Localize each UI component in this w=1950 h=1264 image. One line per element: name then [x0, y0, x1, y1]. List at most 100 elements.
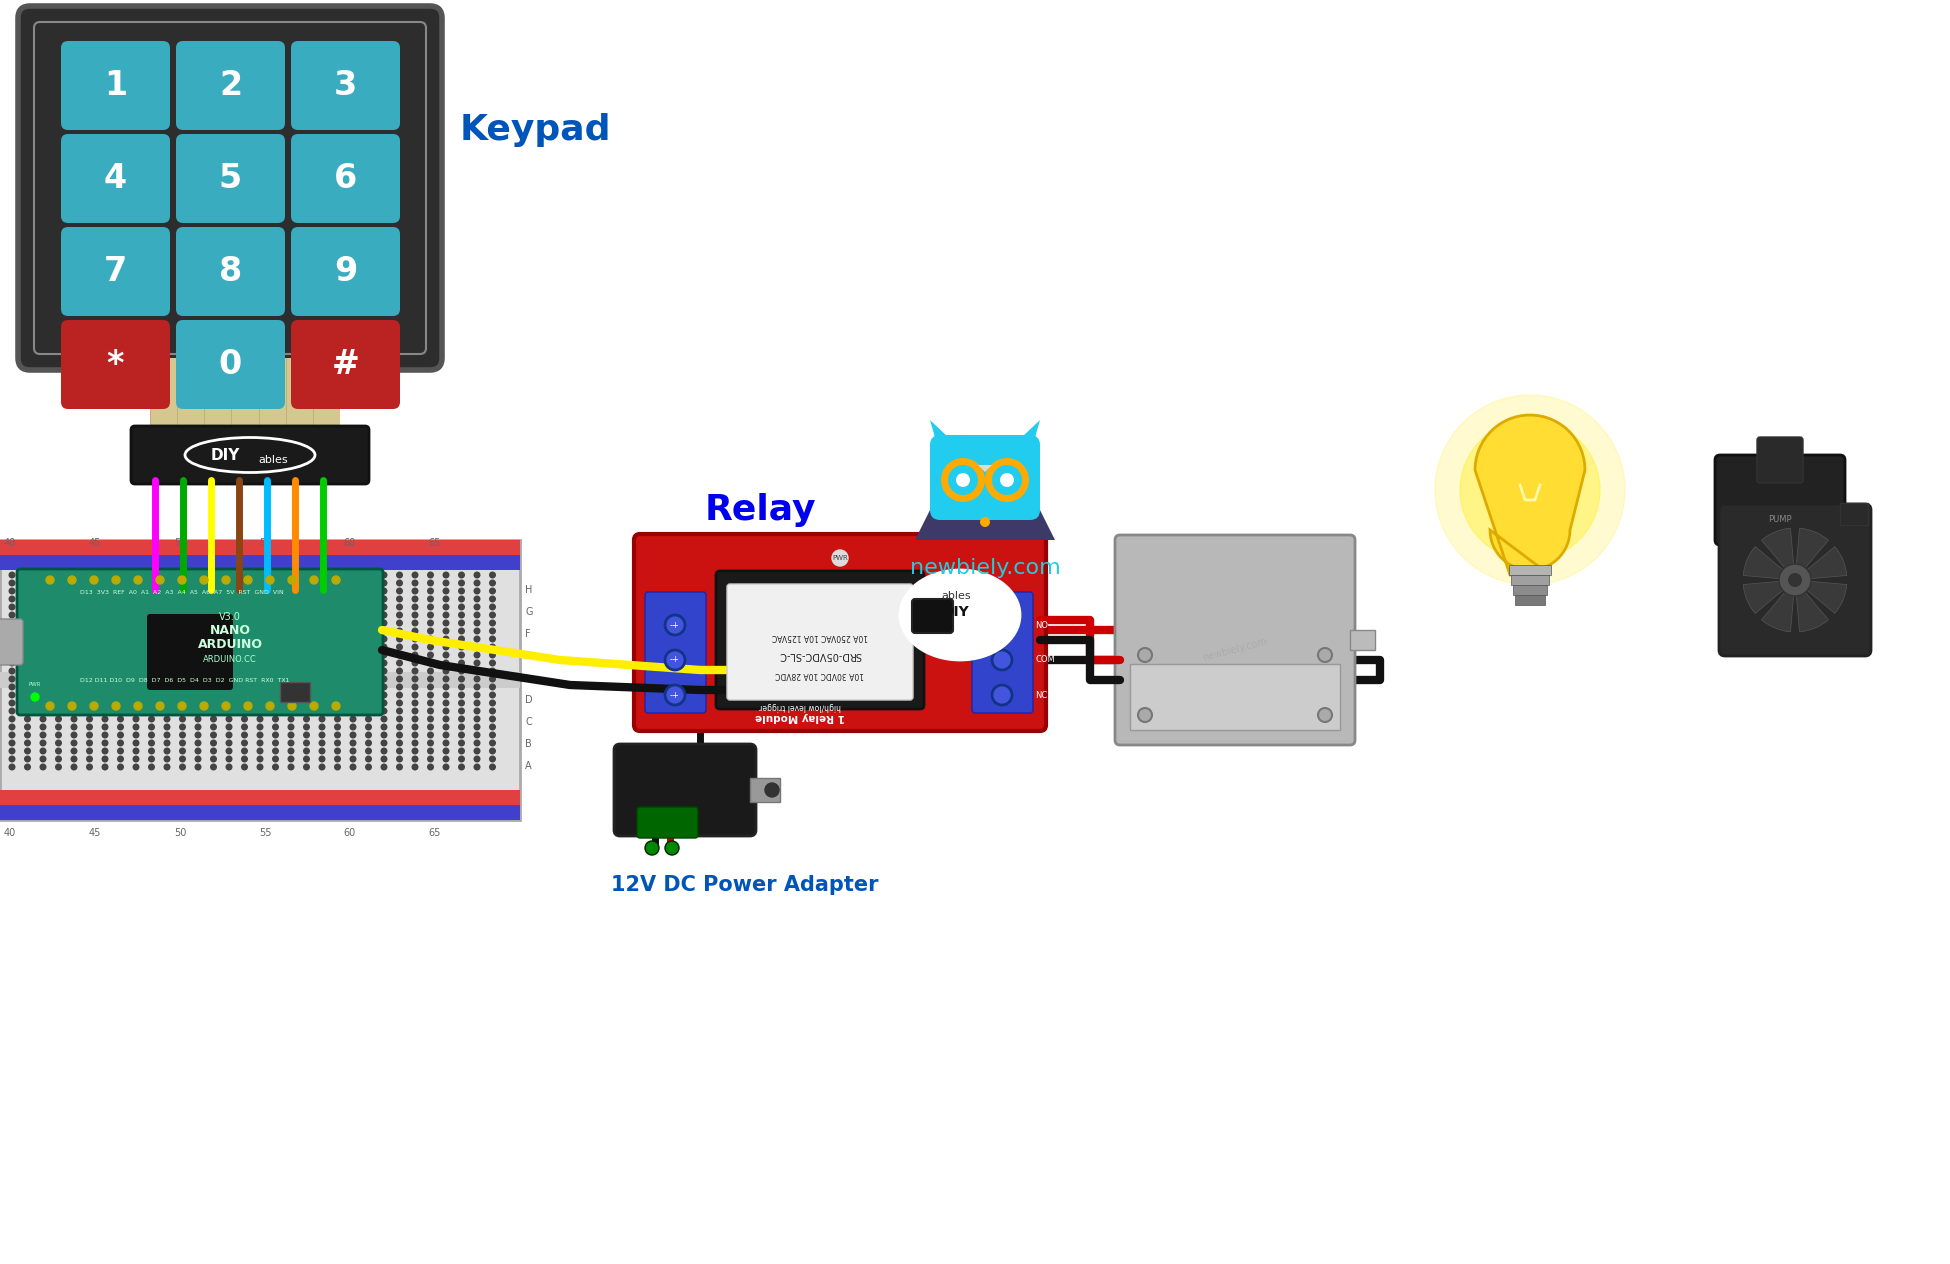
Circle shape	[304, 724, 310, 729]
Circle shape	[289, 660, 294, 666]
Circle shape	[458, 700, 464, 705]
Text: ables: ables	[257, 455, 289, 465]
Bar	[1511, 575, 1548, 585]
Circle shape	[211, 604, 216, 609]
Circle shape	[226, 700, 232, 705]
Circle shape	[101, 597, 107, 602]
Bar	[0, 672, 521, 688]
Circle shape	[489, 580, 495, 585]
Circle shape	[304, 604, 310, 609]
Circle shape	[396, 765, 402, 770]
Circle shape	[474, 741, 480, 746]
FancyBboxPatch shape	[60, 40, 170, 130]
Circle shape	[458, 636, 464, 642]
Circle shape	[367, 676, 370, 681]
Circle shape	[41, 724, 45, 729]
Circle shape	[289, 628, 294, 633]
Text: 2: 2	[218, 70, 242, 102]
Circle shape	[411, 717, 417, 722]
Circle shape	[148, 604, 154, 609]
Circle shape	[101, 652, 107, 657]
Circle shape	[211, 732, 216, 738]
Circle shape	[195, 597, 201, 602]
Circle shape	[10, 676, 16, 681]
Circle shape	[148, 573, 154, 578]
Text: high/low level trigger: high/low level trigger	[759, 703, 840, 712]
FancyBboxPatch shape	[638, 806, 698, 838]
Circle shape	[289, 732, 294, 738]
Circle shape	[380, 684, 386, 690]
Circle shape	[367, 597, 370, 602]
Circle shape	[320, 708, 326, 714]
Circle shape	[86, 676, 92, 681]
Circle shape	[10, 645, 16, 650]
Bar	[751, 779, 780, 801]
Circle shape	[41, 621, 45, 626]
Circle shape	[133, 669, 138, 674]
Circle shape	[41, 756, 45, 762]
Circle shape	[41, 636, 45, 642]
Circle shape	[380, 676, 386, 681]
Circle shape	[351, 612, 355, 618]
Text: 1: 1	[103, 70, 127, 102]
FancyBboxPatch shape	[971, 592, 1034, 713]
Circle shape	[367, 645, 370, 650]
FancyBboxPatch shape	[727, 584, 913, 700]
Circle shape	[380, 741, 386, 746]
Circle shape	[304, 700, 310, 705]
Wedge shape	[1796, 546, 1847, 580]
Circle shape	[195, 741, 201, 746]
Circle shape	[380, 724, 386, 729]
Circle shape	[10, 612, 16, 618]
Circle shape	[226, 636, 232, 642]
Circle shape	[148, 645, 154, 650]
Circle shape	[133, 708, 138, 714]
Circle shape	[351, 660, 355, 666]
Circle shape	[1318, 708, 1332, 722]
Text: E: E	[525, 651, 530, 661]
Circle shape	[1139, 648, 1152, 662]
Circle shape	[41, 765, 45, 770]
Circle shape	[226, 708, 232, 714]
Circle shape	[242, 636, 248, 642]
Circle shape	[265, 576, 275, 584]
Circle shape	[10, 660, 16, 666]
Circle shape	[396, 645, 402, 650]
Circle shape	[489, 604, 495, 609]
Circle shape	[148, 732, 154, 738]
Text: A: A	[525, 761, 532, 771]
Circle shape	[458, 708, 464, 714]
Circle shape	[458, 652, 464, 657]
Circle shape	[164, 748, 170, 753]
Text: G: G	[525, 607, 532, 617]
Circle shape	[380, 693, 386, 698]
Circle shape	[273, 684, 279, 690]
Circle shape	[211, 669, 216, 674]
Circle shape	[179, 660, 185, 666]
Circle shape	[41, 741, 45, 746]
Circle shape	[117, 684, 123, 690]
Circle shape	[474, 645, 480, 650]
Circle shape	[367, 604, 370, 609]
Circle shape	[10, 708, 16, 714]
FancyBboxPatch shape	[176, 40, 285, 130]
Circle shape	[289, 684, 294, 690]
Circle shape	[242, 580, 248, 585]
Bar	[1349, 629, 1375, 650]
Polygon shape	[1474, 415, 1585, 575]
Circle shape	[380, 612, 386, 618]
Circle shape	[443, 732, 449, 738]
Circle shape	[57, 588, 60, 594]
Circle shape	[396, 741, 402, 746]
Circle shape	[179, 573, 185, 578]
Circle shape	[335, 676, 341, 681]
Circle shape	[273, 604, 279, 609]
Circle shape	[427, 693, 433, 698]
Circle shape	[242, 756, 248, 762]
Text: 45: 45	[90, 828, 101, 838]
Circle shape	[443, 669, 449, 674]
Circle shape	[195, 717, 201, 722]
Text: newbiely.com: newbiely.com	[1201, 637, 1268, 664]
Circle shape	[427, 676, 433, 681]
Circle shape	[351, 604, 355, 609]
